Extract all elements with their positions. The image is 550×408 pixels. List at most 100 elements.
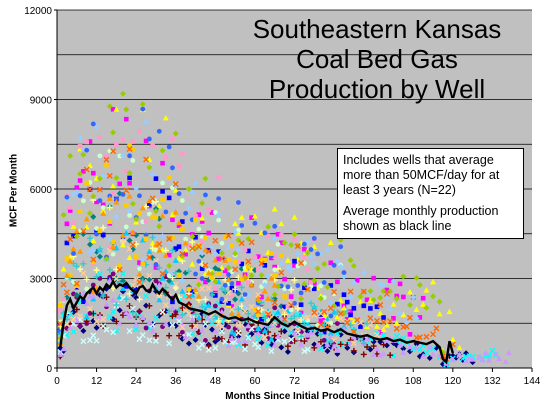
well-point [311,344,318,351]
x-axis-ticks: 0 12 24 36 48 60 72 84 96 108 120 132 144 [54,368,541,387]
x-axis-label: Months Since Initial Production [225,391,375,402]
well-point [238,295,245,302]
well-point [327,330,334,336]
well-point [278,220,285,227]
well-point [284,348,291,355]
well-point [179,324,186,331]
well-point [116,266,123,273]
well-point [192,311,199,318]
well-point [222,282,228,288]
well-point [482,349,489,356]
well-point [116,293,123,300]
well-point [324,341,331,347]
well-point [176,313,183,320]
well-point [77,178,83,183]
well-point [196,278,202,283]
well-point [133,312,140,319]
well-point [130,147,136,152]
well-point [222,234,228,240]
well-point [199,276,205,281]
well-point [206,247,212,253]
well-point [216,174,221,180]
well-point [373,331,380,338]
well-point [172,257,179,263]
well-point [192,180,199,187]
well-point [314,265,321,272]
well-point [116,307,123,314]
well-point [380,326,387,332]
well-point [371,275,376,281]
well-point [170,217,175,223]
well-point [401,294,406,300]
well-point [172,284,179,291]
well-point [228,306,235,313]
well-point [106,204,113,211]
well-point [397,281,403,287]
well-point [278,260,285,267]
well-point [348,312,353,318]
well-point [70,316,77,323]
well-point [380,350,387,356]
well-point [202,262,209,269]
well-point [172,281,179,288]
well-point [113,318,120,325]
well-point [70,309,77,316]
well-point [255,308,262,315]
well-point [84,286,90,292]
well-point [350,279,357,286]
well-point [304,319,311,326]
well-point [123,296,130,303]
well-point [64,194,70,200]
well-point [226,301,231,306]
well-point [212,335,219,342]
well-point [430,278,437,285]
well-point [209,291,216,298]
well-point [235,311,242,318]
well-point [146,337,153,344]
well-point [205,285,212,292]
x-tick-label-84: 84 [329,376,341,387]
well-point [110,285,117,292]
well-point [235,230,242,236]
well-point [176,306,183,313]
well-point [218,308,225,315]
y-tick-label-0: 0 [46,364,52,375]
well-point [67,311,74,318]
well-point [73,292,80,299]
well-point [81,299,86,305]
well-point [176,244,182,249]
well-point [100,202,106,208]
well-point [195,243,202,250]
well-point [110,239,116,245]
x-tick-label-24: 24 [131,376,143,387]
well-point [205,346,212,353]
well-point [97,228,103,234]
well-point [301,280,308,287]
well-point [328,260,334,266]
well-point [347,257,354,264]
well-point [225,342,232,349]
well-point [302,246,307,252]
well-point [172,209,179,215]
well-point [202,321,209,328]
y-axis-ticks: 0 3000 6000 9000 12000 [24,6,57,375]
well-point [162,302,169,309]
well-point [406,314,413,321]
well-point [252,255,258,260]
well-point [119,241,126,248]
well-point [338,244,344,250]
well-point [298,259,305,266]
well-point [236,259,241,265]
well-point [215,278,222,285]
well-point [344,317,350,322]
well-point [67,205,73,210]
well-point [391,316,396,321]
well-point [129,282,136,289]
well-point [64,256,70,261]
well-point [281,307,288,314]
well-point [383,337,390,343]
well-point [152,208,159,215]
well-point [60,211,67,218]
well-point [222,257,229,263]
well-point [255,325,262,331]
